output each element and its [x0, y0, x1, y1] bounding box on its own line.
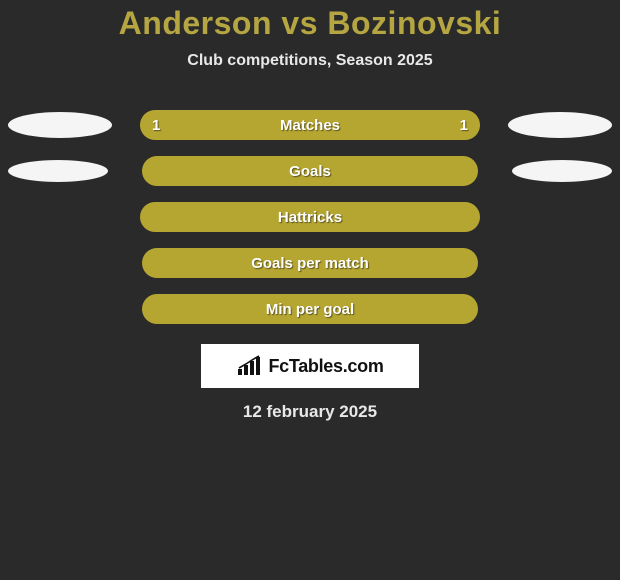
- right-ellipse: [512, 160, 612, 182]
- stats-card: Anderson vs Bozinovski Club competitions…: [0, 0, 620, 422]
- stat-rows: 1 Matches 1 Goals Hattricks Goals per match Mi…: [0, 110, 620, 324]
- logo-text: FcTables.com: [268, 356, 383, 377]
- logo-box: FcTables.com: [201, 344, 419, 388]
- stat-label: Matches: [280, 117, 340, 134]
- stat-bar: Goals per match: [142, 248, 478, 278]
- stat-row: Min per goal: [0, 294, 620, 324]
- stat-label: Min per goal: [266, 301, 354, 318]
- stat-left-value: 1: [152, 117, 160, 134]
- stat-row: 1 Matches 1: [0, 110, 620, 140]
- fctables-logo-icon: [236, 355, 264, 377]
- stat-label: Hattricks: [278, 209, 342, 226]
- page-title: Anderson vs Bozinovski: [0, 5, 620, 42]
- stat-row: Hattricks: [0, 202, 620, 232]
- date-text: 12 february 2025: [0, 402, 620, 422]
- subtitle: Club competitions, Season 2025: [0, 52, 620, 70]
- stat-right-value: 1: [460, 117, 468, 134]
- right-ellipse: [508, 112, 612, 138]
- stat-row: Goals: [0, 156, 620, 186]
- left-ellipse: [8, 160, 108, 182]
- stat-bar: Goals: [142, 156, 478, 186]
- stat-row: Goals per match: [0, 248, 620, 278]
- stat-bar: 1 Matches 1: [140, 110, 480, 140]
- stat-label: Goals per match: [251, 255, 369, 272]
- left-ellipse: [8, 112, 112, 138]
- stat-bar: Hattricks: [140, 202, 480, 232]
- stat-label: Goals: [289, 163, 331, 180]
- stat-bar: Min per goal: [142, 294, 478, 324]
